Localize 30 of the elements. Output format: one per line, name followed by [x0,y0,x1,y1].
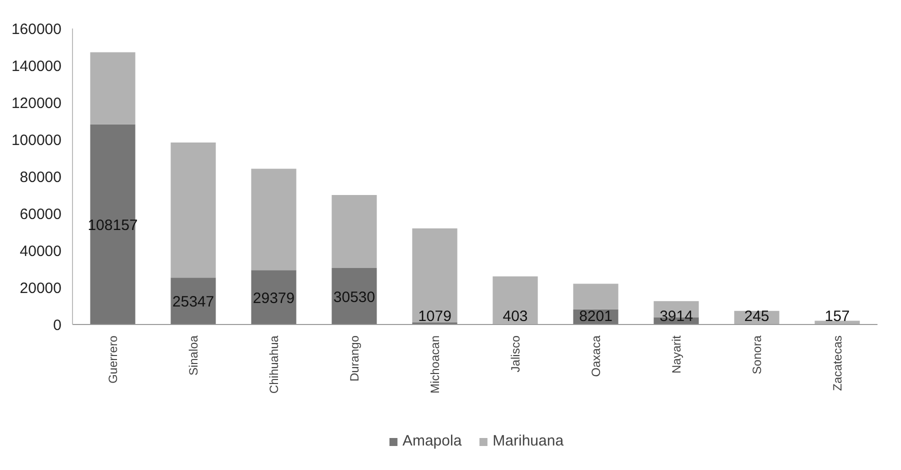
x-tick-label: Michoacan [428,336,442,394]
data-label: 30530 [333,288,376,306]
y-tick-label: 0 [53,317,62,334]
data-label: 1079 [418,308,452,325]
y-tick-label: 80000 [20,169,62,186]
data-label: 29379 [252,290,295,307]
y-tick-label: 160000 [11,21,62,38]
data-label: 8201 [579,308,612,325]
x-tick-label: Durango [347,335,362,382]
y-tick-label: 40000 [20,243,62,260]
legend-label: Amapola [402,432,462,450]
x-tick-label: Nayarit [669,334,684,374]
x-tick-label: Jalisco [508,335,522,372]
data-label: 3914 [660,308,693,325]
data-label: 245 [744,308,770,325]
legend-label: Marihuana [492,432,564,450]
y-tick-label: 120000 [11,95,62,112]
data-label: 403 [502,308,528,325]
x-tick-label: Sinaloa [186,335,200,376]
y-tick-label: 140000 [11,58,62,75]
data-label: 25347 [172,294,214,311]
x-tick-label: Sonora [750,335,764,374]
y-tick-label: 100000 [11,132,62,149]
x-tick-label: Chihuahua [266,335,281,394]
x-tick-label: Oaxaca [588,335,603,377]
x-tick-label: Guerrero [106,335,120,384]
x-tick-label: Zacatecas [830,336,844,391]
y-tick-label: 20000 [20,280,62,297]
data-label: 157 [824,308,850,325]
y-tick-label: 60000 [20,206,62,223]
